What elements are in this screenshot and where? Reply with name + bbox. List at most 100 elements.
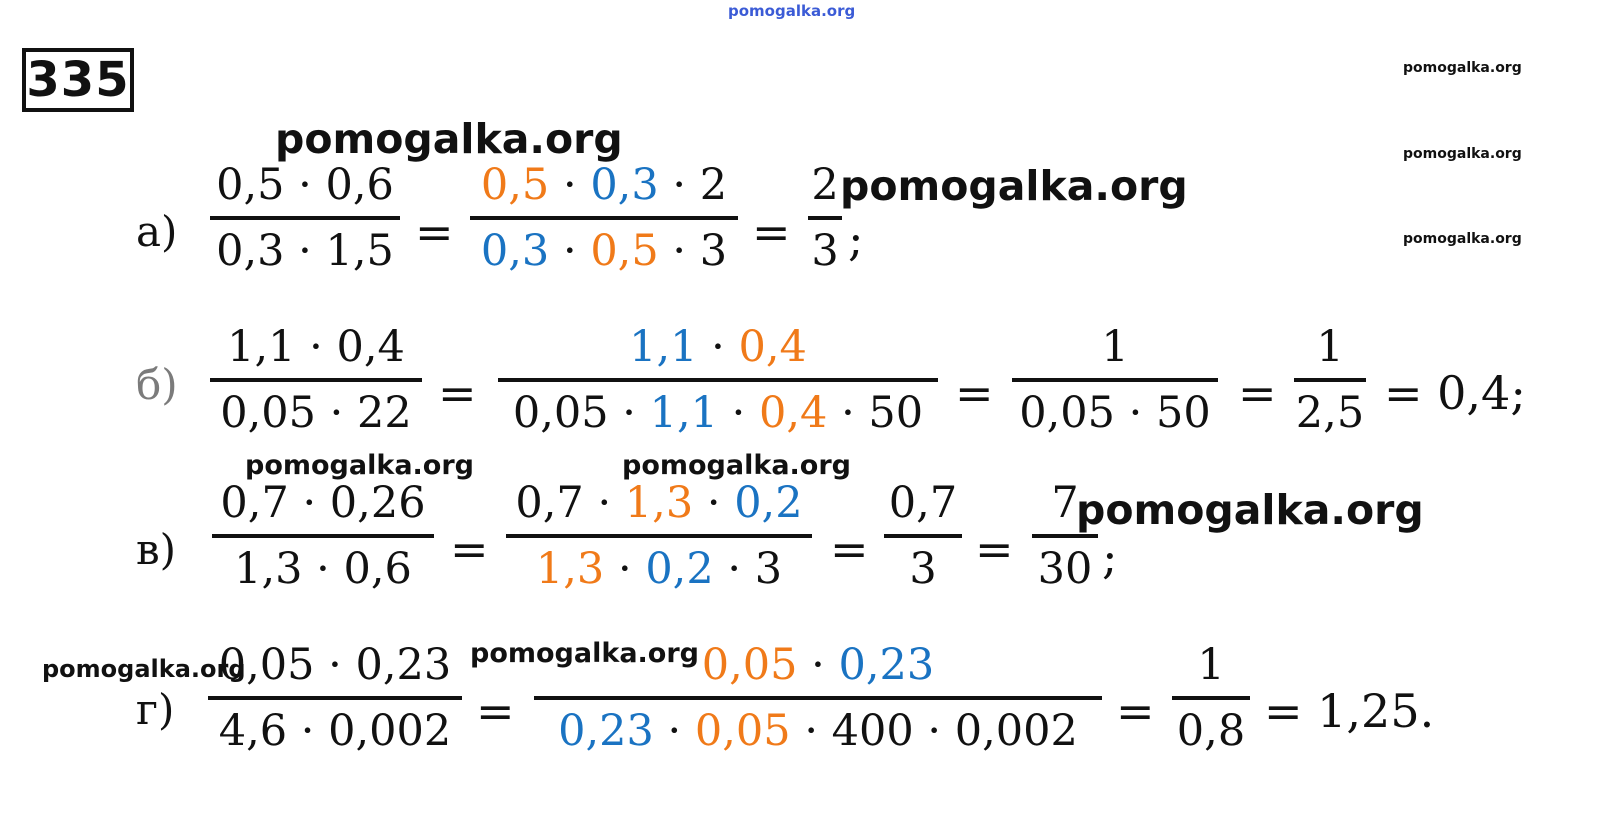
row-v-label: в): [136, 525, 177, 574]
row-b-fraction-3: 1 0,05 · 50: [1012, 322, 1218, 438]
dot: ·: [718, 388, 760, 438]
row-v-fraction-2: 0,7 · 1,3 · 0,2 1,3 · 0,2 · 3: [506, 478, 812, 594]
watermark-med-2: pomogalka.org: [622, 450, 851, 481]
denominator: 0,3 · 1,5: [216, 226, 394, 276]
numerator: 0,7: [888, 478, 958, 528]
denominator: 0,3 · 0,5 · 3: [481, 226, 727, 276]
equals-sign: =: [975, 522, 1014, 576]
fraction-bar: [212, 534, 434, 538]
factor: · 2: [658, 160, 728, 210]
row-v-fraction-3: 0,7 3: [884, 478, 962, 594]
highlight-blue: 0,2: [734, 478, 803, 528]
dot: ·: [697, 322, 739, 372]
factor: · 400 · 0,002: [790, 706, 1078, 756]
equals-sign: =: [955, 366, 994, 420]
factor: 0,7 ·: [515, 478, 625, 528]
row-b-label: б): [136, 360, 178, 409]
highlight-orange: 0,5: [480, 160, 550, 210]
fraction-bar: [1012, 378, 1218, 382]
highlight-orange: 1,3: [535, 544, 605, 594]
fraction-bar: [210, 216, 400, 220]
fraction-bar: [1032, 534, 1098, 538]
denominator: 0,05 · 1,1 · 0,4 · 50: [513, 388, 923, 438]
numerator: 1,1 · 0,4: [227, 322, 405, 372]
denominator: 0,23 · 0,05 · 400 · 0,002: [558, 706, 1078, 756]
numerator: 0,05 · 0,23: [218, 640, 452, 690]
fraction-bar: [498, 378, 938, 382]
numerator: 0,5 · 0,3 · 2: [481, 160, 727, 210]
row-b-fraction-1: 1,1 · 0,4 0,05 · 22: [210, 322, 422, 438]
denominator: 0,8: [1176, 706, 1246, 756]
equals-sign: =: [450, 522, 489, 576]
fraction-bar: [808, 216, 842, 220]
factor: · 50: [827, 388, 924, 438]
numerator: 0,5 · 0,6: [216, 160, 394, 210]
highlight-blue: 0,23: [838, 640, 935, 690]
denominator: 0,05 · 22: [220, 388, 412, 438]
row-g-fraction-2: 0,05 · 0,23 0,23 · 0,05 · 400 · 0,002: [534, 640, 1102, 756]
fraction-bar: [210, 378, 422, 382]
watermark-med-4: pomogalka.org: [470, 638, 699, 669]
equals-sign: =: [415, 205, 454, 259]
fraction-bar: [1294, 378, 1366, 382]
equals-sign: =: [1238, 366, 1277, 420]
semicolon: ;: [848, 212, 864, 266]
row-g-fraction-1: 0,05 · 0,23 4,6 · 0,002: [208, 640, 462, 756]
watermark-big-1: pomogalka.org: [275, 115, 623, 163]
watermark-right-3: pomogalka.org: [1403, 231, 1522, 247]
dot: ·: [549, 160, 591, 210]
numerator: 2: [811, 160, 839, 210]
denominator: 3: [909, 544, 937, 594]
highlight-orange: 0,5: [590, 226, 659, 276]
dot: ·: [549, 226, 591, 276]
numerator: 1: [1101, 322, 1129, 372]
highlight-blue: 0,3: [590, 160, 659, 210]
numerator: 1: [1316, 322, 1344, 372]
highlight-blue: 0,3: [480, 226, 550, 276]
factor: · 3: [658, 226, 728, 276]
row-g-result: = 1,25.: [1264, 684, 1435, 738]
row-v-fraction-4: 7 30: [1032, 478, 1098, 594]
highlight-orange: 0,4: [738, 322, 807, 372]
row-v-fraction-1: 0,7 · 0,26 1,3 · 0,6: [212, 478, 434, 594]
row-a-label: а): [136, 207, 178, 256]
watermark-big-2: pomogalka.org: [840, 162, 1188, 210]
dot: ·: [653, 706, 695, 756]
equals-sign: =: [752, 205, 791, 259]
row-a-fraction-2: 0,5 · 0,3 · 2 0,3 · 0,5 · 3: [470, 160, 738, 276]
watermark-right-1: pomogalka.org: [1403, 60, 1522, 76]
denominator: 2,5: [1295, 388, 1365, 438]
numerator: 0,05 · 0,23: [702, 640, 935, 690]
highlight-blue: 0,2: [645, 544, 714, 594]
highlight-orange: 0,05: [694, 706, 791, 756]
fraction-bar: [534, 696, 1102, 700]
semicolon: ;: [1102, 530, 1118, 584]
row-g-label: г): [136, 685, 175, 734]
fraction-bar: [506, 534, 812, 538]
row-b-fraction-4: 1 2,5: [1294, 322, 1366, 438]
denominator: 0,05 · 50: [1019, 388, 1211, 438]
numerator: 1,1 · 0,4: [629, 322, 807, 372]
row-a-fraction-3: 2 3: [808, 160, 842, 276]
highlight-orange: 0,05: [701, 640, 798, 690]
watermark-big-3: pomogalka.org: [1076, 486, 1424, 534]
numerator: 7: [1051, 478, 1079, 528]
denominator: 30: [1037, 544, 1093, 594]
fraction-bar: [1172, 696, 1250, 700]
row-b-result: = 0,4;: [1384, 366, 1526, 420]
problem-number: 335: [22, 48, 134, 112]
watermark-top[interactable]: pomogalka.org: [728, 2, 856, 20]
factor: · 3: [713, 544, 783, 594]
numerator: 0,7 · 1,3 · 0,2: [515, 478, 802, 528]
dot: ·: [693, 478, 735, 528]
row-g-fraction-3: 1 0,8: [1172, 640, 1250, 756]
factor: 0,05 ·: [512, 388, 650, 438]
denominator: 1,3 · 0,6: [234, 544, 412, 594]
denominator: 4,6 · 0,002: [218, 706, 452, 756]
equals-sign: =: [830, 522, 869, 576]
watermark-med-3: pomogalka.org: [42, 655, 246, 683]
dot: ·: [797, 640, 839, 690]
numerator: 1: [1197, 640, 1225, 690]
fraction-bar: [208, 696, 462, 700]
row-a-fraction-1: 0,5 · 0,6 0,3 · 1,5: [210, 160, 400, 276]
